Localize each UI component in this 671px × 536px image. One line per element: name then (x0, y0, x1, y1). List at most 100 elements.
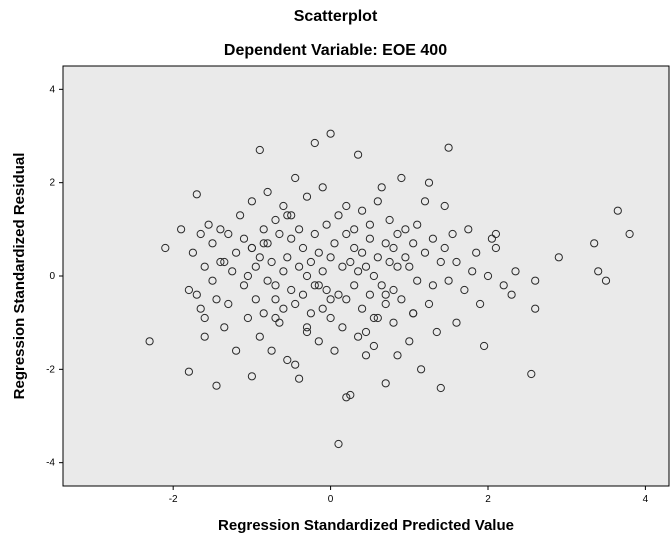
scatter-point (239, 234, 249, 243)
scatter-point (306, 257, 315, 267)
scatter-point (271, 215, 280, 225)
scatter-point (377, 281, 386, 290)
y-axis-label: Regression Standardized Residual (11, 153, 28, 400)
scatter-point (334, 439, 343, 449)
scatter-point (358, 206, 367, 215)
scatter-point (365, 234, 374, 243)
scatter-point (342, 393, 351, 402)
scatter-point (220, 323, 229, 332)
scatter-point (263, 239, 272, 248)
scatter-point (184, 367, 193, 376)
scatter-point (271, 295, 280, 304)
scatter-point (393, 262, 402, 271)
scatter-point (283, 211, 292, 220)
y-tick-label: 2 (49, 178, 55, 189)
scatter-point (310, 229, 319, 239)
scatter-point (326, 295, 335, 304)
scatter-point (491, 229, 500, 239)
scatter-point (275, 229, 284, 239)
scatter-point (507, 290, 516, 299)
scatter-point (295, 374, 304, 383)
data-points (145, 129, 634, 449)
scatter-point (444, 276, 453, 285)
scatter-point (298, 290, 308, 299)
scatter-point (436, 257, 445, 267)
scatter-point (401, 253, 410, 262)
scatter-point (322, 220, 331, 229)
scatter-point (283, 355, 292, 365)
scatter-point (350, 243, 359, 253)
scatter-point (334, 290, 343, 299)
scatter-point (381, 379, 390, 388)
scatter-point (204, 220, 213, 229)
scatter-point (413, 276, 422, 285)
plot-area (62, 65, 670, 487)
scatter-point (334, 211, 343, 220)
scatter-point (161, 243, 170, 253)
scatter-point (468, 267, 477, 276)
scatter-point (208, 276, 217, 285)
scatter-point (306, 309, 315, 318)
scatter-point (224, 229, 233, 239)
scatter-point (263, 187, 272, 197)
scatter-point (452, 257, 461, 267)
scatter-point (491, 243, 500, 253)
scatter-point (413, 220, 422, 229)
scatter-point (224, 299, 233, 309)
y-axis: -4 -2 0 2 4 (46, 84, 63, 469)
scatter-point (302, 271, 312, 281)
scatter-point (251, 262, 260, 271)
scatter-point (255, 253, 264, 262)
scatter-point (601, 276, 611, 285)
scatter-point (385, 257, 394, 267)
scatter-point (409, 239, 418, 248)
scatter-point (354, 332, 363, 341)
scatter-point (314, 337, 323, 346)
scatter-point (302, 192, 312, 201)
scatter-point (259, 225, 268, 234)
scatter-point (216, 257, 225, 267)
scatter-point (291, 360, 300, 369)
scatter-point (271, 281, 280, 290)
scatter-point (554, 253, 563, 262)
scatter-point (314, 281, 323, 290)
scatter-point (251, 295, 260, 304)
scatter-point (279, 267, 288, 276)
scatter-point (440, 201, 449, 211)
scatter-point (424, 178, 434, 187)
scatter-point (330, 346, 339, 355)
scatter-point (409, 309, 418, 318)
scatter-point (212, 381, 221, 390)
scatter-point (326, 129, 335, 138)
y-tick-label: -4 (46, 458, 55, 469)
scatter-point (440, 243, 449, 253)
scatter-point (428, 281, 437, 290)
scatter-point (350, 281, 359, 290)
scatter-point (310, 138, 319, 148)
y-tick-label: 0 (49, 271, 55, 282)
x-tick-label: -2 (169, 494, 178, 505)
scatter-point (200, 262, 209, 271)
scatter-point (381, 290, 390, 299)
scatter-point (232, 248, 241, 257)
scatter-point (393, 351, 402, 360)
scatter-point (361, 327, 371, 337)
scatter-point (381, 239, 390, 248)
scatter-point (389, 285, 398, 295)
scatter-point (625, 229, 634, 239)
scatter-point (480, 341, 489, 351)
scatter-point (247, 243, 256, 253)
scatter-point (444, 143, 453, 152)
scatter-point (220, 257, 229, 267)
scatter-point (531, 276, 540, 285)
scatter-point (338, 323, 347, 332)
scatter-point (200, 332, 209, 341)
scatter-point (239, 281, 249, 290)
scatter-point (424, 299, 434, 309)
scatter-point (594, 267, 603, 276)
scatter-point (346, 390, 355, 400)
scatter-point (346, 257, 355, 267)
scatter-point (361, 351, 371, 360)
scatter-point (476, 299, 485, 309)
